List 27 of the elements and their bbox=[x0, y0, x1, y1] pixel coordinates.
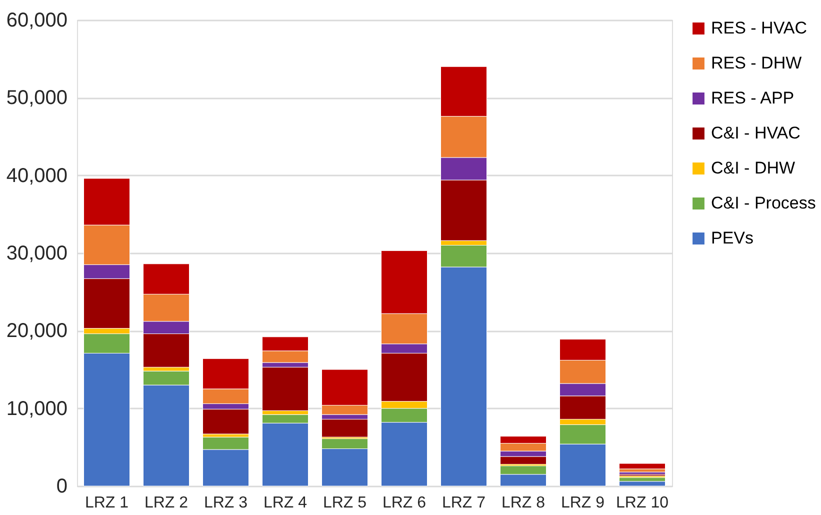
x-tick-label: LRZ 5 bbox=[322, 494, 367, 512]
x-tick-label: LRZ 2 bbox=[144, 494, 188, 512]
legend-label: RES - HVAC bbox=[711, 18, 808, 38]
legend-label: PEVs bbox=[711, 228, 754, 248]
y-tick-label: 0 bbox=[56, 476, 68, 498]
legend-label: C&I - HVAC bbox=[711, 124, 800, 142]
bar bbox=[619, 481, 666, 486]
x-tick-label: LRZ 3 bbox=[204, 494, 248, 512]
legend-label: RES - APP bbox=[711, 88, 794, 108]
x-tick-label: LRZ 1 bbox=[84, 494, 129, 512]
x-tick-label: LRZ 6 bbox=[382, 494, 426, 512]
y-tick-label: 50,000 bbox=[6, 87, 68, 110]
legend-label: C&I - Process bbox=[711, 194, 816, 212]
y-tick-label: 40,000 bbox=[6, 164, 68, 187]
y-tick-label: 60,000 bbox=[6, 10, 68, 32]
y-tick-label: 20,000 bbox=[6, 320, 68, 342]
y-tick-label: 30,000 bbox=[6, 242, 68, 264]
x-tick-label: LRZ 10 bbox=[616, 494, 669, 512]
legend-label: RES - DHW bbox=[711, 54, 802, 72]
x-tick-label: LRZ 7 bbox=[442, 494, 486, 512]
x-tick-label: LRZ 4 bbox=[263, 494, 308, 512]
bar bbox=[619, 463, 666, 470]
x-tick-label: LRZ 9 bbox=[560, 494, 605, 512]
x-tick-label: LRZ 8 bbox=[501, 494, 546, 512]
y-tick-label: 10,000 bbox=[6, 398, 68, 420]
legend-label: C&I - DHW bbox=[711, 158, 796, 178]
bar bbox=[262, 366, 308, 411]
